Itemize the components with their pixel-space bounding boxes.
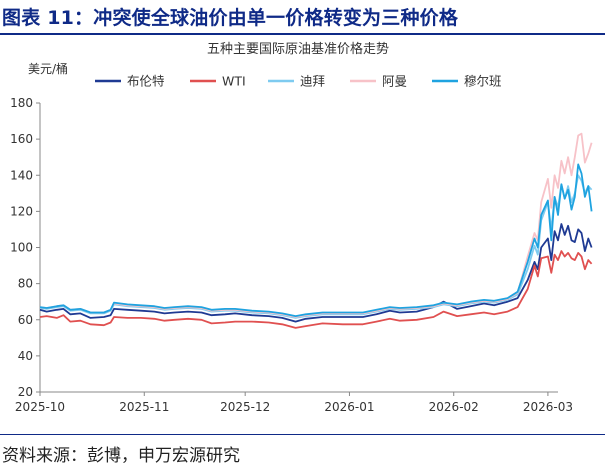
source-divider xyxy=(0,434,605,435)
figure-source: 资料来源：彭博，申万宏源研究 xyxy=(2,446,240,466)
y-tick-label: 180 xyxy=(10,96,33,110)
x-tick-label: 2025-11 xyxy=(119,400,169,414)
series-line xyxy=(39,250,593,329)
y-tick-label: 120 xyxy=(10,204,33,218)
x-tick-label: 2025-10 xyxy=(15,400,65,414)
plot-lines xyxy=(39,132,593,329)
legend-label: 布伦特 xyxy=(127,74,165,89)
y-tick-label: 80 xyxy=(18,277,33,291)
y-tick-label: 140 xyxy=(10,168,33,182)
y-tick-label: 60 xyxy=(18,313,33,327)
y-tick-label: 20 xyxy=(18,385,33,399)
y-tick-label: 160 xyxy=(10,132,33,146)
legend-label: WTI xyxy=(222,74,246,89)
x-axis: 2025-10 2025-11 2025-12 2026-01 2026-02 2026-… xyxy=(15,391,573,414)
x-tick-label: 2025-12 xyxy=(220,400,270,414)
y-tick-label: 40 xyxy=(18,349,33,363)
y-axis-unit-label: 美元/桶 xyxy=(28,61,68,76)
header-divider xyxy=(0,33,605,35)
x-tick-label: 2026-02 xyxy=(429,400,479,414)
legend-label: 穆尔班 xyxy=(464,74,502,89)
series-line xyxy=(39,132,593,318)
legend-label: 阿曼 xyxy=(382,74,407,89)
x-tick-label: 2026-01 xyxy=(324,400,374,414)
y-tick-label: 100 xyxy=(10,241,33,255)
figure-title: 图表 11：冲突使全球油价由单一价格转变为三种价格 xyxy=(2,7,459,29)
series-line xyxy=(39,223,593,323)
chart-title: 五种主要国际原油基准价格走势 xyxy=(207,41,389,57)
legend-label: 迪拜 xyxy=(300,74,325,89)
y-axis: 20 40 60 80 100 120 140 160 180 xyxy=(10,96,41,399)
chart-legend: 布伦特 WTI 迪拜 阿曼 穆尔班 xyxy=(95,74,502,89)
x-tick-label: 2026-03 xyxy=(523,400,573,414)
series-line xyxy=(39,163,593,318)
figure-header: 图表 11：冲突使全球油价由单一价格转变为三种价格 xyxy=(0,0,605,35)
chart-area: 五种主要国际原油基准价格走势 美元/桶 布伦特 WTI 迪拜 阿曼 穆尔班 20 40 60… xyxy=(10,41,593,414)
